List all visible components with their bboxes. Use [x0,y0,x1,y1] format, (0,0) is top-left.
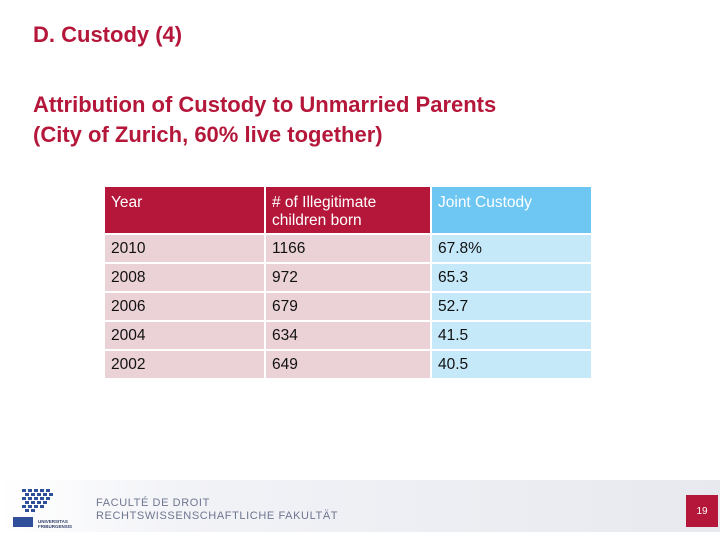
subtitle-line-1: Attribution of Custody to Unmarried Pare… [33,92,497,117]
cell-joint-custody: 40.5 [432,351,591,378]
table-row: 2002 649 40.5 [105,351,591,378]
table-row: 2008 972 65.3 [105,264,591,291]
logo-text-line-1: UNIVERSITAS [38,519,68,524]
cell-children-born: 1166 [266,235,430,262]
slide-subtitle: Attribution of Custody to Unmarried Pare… [33,90,693,150]
cell-children-born: 649 [266,351,430,378]
table-header-row: Year # of Illegitimate children born Joi… [105,187,591,233]
table-row: 2006 679 52.7 [105,293,591,320]
cell-children-born: 972 [266,264,430,291]
page-number: 19 [686,495,718,527]
logo-text-line-2: FRIBURGENSIS [38,524,73,529]
custody-table: Year # of Illegitimate children born Joi… [103,185,593,380]
faculty-name-fr: FACULTÉ DE DROIT [96,497,210,509]
table-row: 2004 634 41.5 [105,322,591,349]
cell-joint-custody: 67.8% [432,235,591,262]
footer-band [0,480,720,532]
cell-joint-custody: 65.3 [432,264,591,291]
header-illegitimate-children: # of Illegitimate children born [266,187,430,233]
header-joint-custody: Joint Custody [432,187,591,233]
cell-year: 2010 [105,235,264,262]
university-logo-icon [13,489,53,527]
logo-text: UNIVERSITAS FRIBURGENSIS [38,519,72,529]
table-row: 2010 1166 67.8% [105,235,591,262]
cell-year: 2002 [105,351,264,378]
section-title: D. Custody (4) [33,22,183,47]
faculty-name-de: RECHTSWISSENSCHAFTLICHE FAKULTÄT [96,510,339,522]
cell-children-born: 679 [266,293,430,320]
cell-children-born: 634 [266,322,430,349]
cell-year: 2008 [105,264,264,291]
cell-year: 2006 [105,293,264,320]
header-year: Year [105,187,264,233]
cell-joint-custody: 41.5 [432,322,591,349]
subtitle-line-2: (City of Zurich, 60% live together) [33,122,383,147]
cell-year: 2004 [105,322,264,349]
cell-joint-custody: 52.7 [432,293,591,320]
